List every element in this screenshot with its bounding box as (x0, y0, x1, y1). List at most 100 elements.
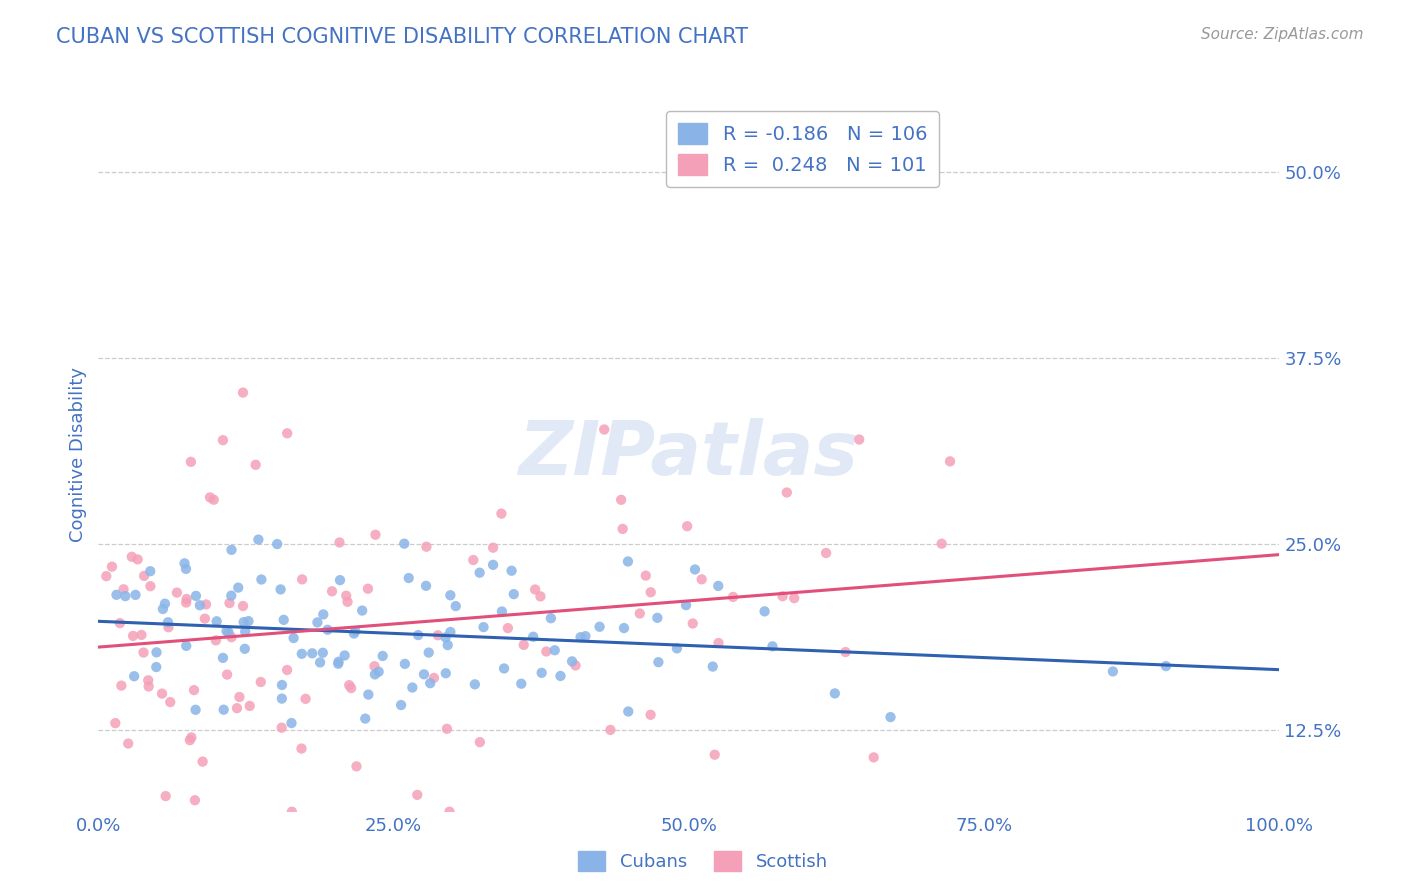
Point (155, 789, 177, 803)
Point (205, 615, 228, 629)
Point (270, 721, 292, 735)
Point (276, 663, 298, 677)
Point (772, 589, 794, 603)
Point (413, 667, 436, 681)
Point (276, 426, 298, 441)
Point (647, 655, 669, 669)
Point (472, 620, 495, 634)
Point (291, 573, 314, 587)
Point (150, 687, 173, 701)
Point (249, 675, 271, 690)
Point (612, 522, 634, 536)
Point (610, 492, 633, 507)
Point (180, 455, 202, 469)
Point (105, 588, 128, 602)
Point (530, 665, 553, 680)
Point (354, 712, 377, 726)
Point (337, 678, 360, 692)
Point (426, 628, 449, 642)
Point (491, 605, 513, 619)
Point (682, 616, 704, 631)
Point (336, 595, 359, 609)
Point (219, 589, 242, 603)
Point (215, 624, 238, 638)
Point (418, 646, 440, 660)
Point (931, 537, 953, 551)
Point (291, 647, 314, 661)
Point (121, 549, 143, 564)
Point (561, 654, 583, 668)
Point (540, 611, 562, 625)
Point (232, 599, 254, 613)
Point (321, 584, 343, 599)
Point (640, 707, 662, 722)
Point (138, 680, 160, 694)
Point (340, 681, 363, 695)
Point (228, 690, 250, 704)
Point (174, 596, 197, 610)
Point (233, 624, 256, 639)
Point (683, 562, 706, 576)
Point (665, 641, 688, 656)
Point (599, 723, 621, 737)
Point (588, 620, 610, 634)
Point (675, 598, 697, 612)
Point (335, 589, 357, 603)
Point (343, 626, 366, 640)
Point (156, 615, 179, 630)
Point (690, 572, 713, 586)
Point (776, 485, 799, 500)
Point (194, 612, 217, 626)
Point (136, 673, 159, 688)
Point (394, 657, 416, 671)
Point (333, 648, 356, 663)
Point (815, 546, 838, 560)
Point (271, 678, 294, 692)
Point (398, 571, 420, 585)
Point (226, 581, 249, 595)
Point (316, 623, 339, 637)
Point (703, 747, 725, 762)
Point (434, 666, 457, 681)
Point (389, 698, 412, 712)
Point (357, 688, 380, 702)
Point (188, 599, 211, 613)
Point (153, 597, 176, 611)
Text: ZIPatlas: ZIPatlas (519, 418, 859, 491)
Point (434, 631, 457, 645)
Point (544, 643, 567, 657)
Point (371, 648, 394, 663)
Point (613, 621, 636, 635)
Point (174, 562, 197, 576)
Point (134, 569, 156, 583)
Point (419, 676, 441, 690)
Point (245, 458, 267, 472)
Point (218, 625, 240, 640)
Point (707, 579, 730, 593)
Point (468, 566, 491, 580)
Point (522, 630, 544, 644)
Legend: Cubans, Scottish: Cubans, Scottish (571, 844, 835, 879)
Y-axis label: Cognitive Disability: Cognitive Disability (69, 368, 87, 542)
Text: Source: ZipAtlas.com: Source: ZipAtlas.com (1201, 27, 1364, 42)
Point (574, 629, 596, 643)
Point (502, 587, 524, 601)
Point (112, 582, 135, 597)
Point (569, 630, 592, 644)
Point (110, 679, 132, 693)
Point (721, 590, 744, 604)
Point (127, 552, 149, 566)
Point (824, 686, 846, 700)
Point (494, 661, 516, 675)
Point (357, 582, 380, 596)
Point (132, 646, 155, 660)
Point (346, 759, 368, 773)
Point (309, 656, 332, 670)
Point (754, 604, 776, 618)
Point (617, 705, 640, 719)
Point (114, 589, 136, 603)
Point (117, 737, 139, 751)
Point (280, 716, 302, 731)
Point (423, 671, 446, 685)
Point (501, 564, 523, 578)
